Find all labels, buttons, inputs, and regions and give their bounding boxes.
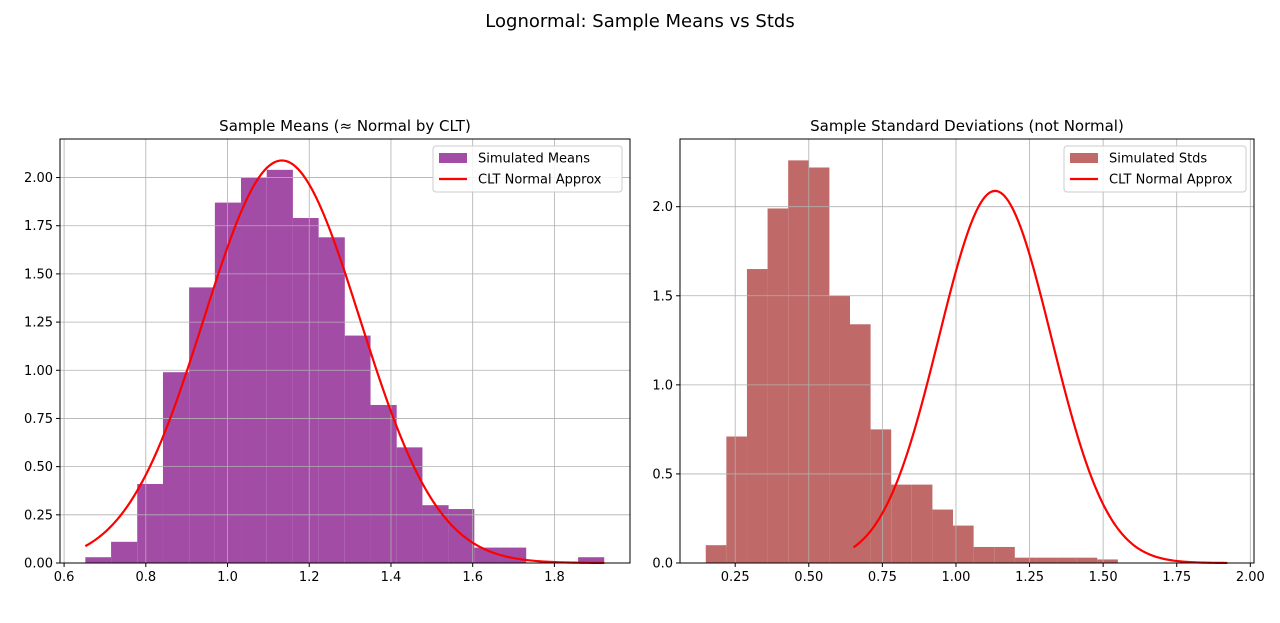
x-tick-label: 1.2: [299, 570, 320, 585]
legend: Simulated Means CLT Normal Approx: [432, 145, 623, 193]
histogram-bar: [474, 547, 501, 563]
histogram-bar: [746, 269, 768, 563]
y-tick-label: 1.00: [24, 364, 53, 379]
histogram-bar: [1035, 557, 1057, 563]
y-tick-label: 1.75: [24, 219, 53, 234]
histogram-bar: [578, 557, 605, 563]
y-tick-label: 0.75: [24, 412, 53, 427]
chart-left-sample-means: 0.6 0.8 1.0 1.2 1.4 1.6 1.8 0.00 0.25 0.50 0.75 1.0…: [24, 117, 631, 585]
y-tick-label: 1.25: [24, 316, 53, 331]
histogram-bar: [1014, 557, 1036, 563]
histogram-bar: [788, 160, 809, 563]
histogram-bar: [829, 295, 850, 563]
histogram-bar: [705, 545, 727, 563]
histogram-bar: [318, 237, 345, 564]
normal-approx-curve: [84, 159, 605, 565]
histogram-bars: [705, 160, 1118, 563]
axes-frame: [59, 138, 631, 564]
x-tick-label: 0.8: [135, 570, 156, 585]
y-tick-label: 2.0: [652, 200, 673, 215]
normal-approx-curve: [852, 189, 1228, 565]
x-tick-label: 1.8: [544, 570, 565, 585]
y-tick-label: 1.5: [652, 289, 673, 304]
histogram-bar: [911, 484, 933, 563]
y-tick-label: 0.5: [652, 467, 673, 482]
histogram-bar: [292, 218, 319, 563]
histogram-bar: [767, 208, 789, 563]
x-axis: 0.6 0.8 1.0 1.2 1.4 1.6 1.8: [54, 563, 565, 585]
legend-box: [432, 145, 623, 193]
histogram-bar: [932, 509, 954, 563]
chart-right-sample-stds: 0.25 0.50 0.75 1.00 1.25 1.50 1.75 2.00 0.0 0.5 1.…: [652, 117, 1264, 585]
legend-label: Simulated Stds: [1109, 152, 1207, 167]
x-tick-label: 0.25: [721, 570, 750, 585]
histogram-bar: [448, 509, 475, 563]
x-tick-label: 1.0: [217, 570, 238, 585]
legend-label: CLT Normal Approx: [478, 173, 602, 188]
chart-title: Sample Means (≈ Normal by CLT): [219, 117, 471, 135]
histogram-bar: [111, 541, 138, 563]
histogram-bar: [994, 546, 1015, 563]
histogram-bar: [344, 335, 371, 563]
x-axis: 0.25 0.50 0.75 1.00 1.25 1.50 1.75 2.00: [721, 563, 1265, 585]
y-axis: 0.00 0.25 0.50 0.75 1.00 1.25 1.50 1.75 2.00: [24, 171, 60, 572]
x-tick-label: 1.00: [941, 570, 970, 585]
histogram-bar: [1097, 559, 1118, 563]
histogram-bar: [370, 404, 397, 563]
histogram-bar: [973, 546, 995, 563]
x-tick-label: 0.50: [794, 570, 823, 585]
y-tick-label: 1.0: [652, 378, 673, 393]
legend: Simulated Stds CLT Normal Approx: [1063, 145, 1247, 193]
y-axis: 0.0 0.5 1.0 1.5 2.0: [652, 200, 680, 572]
histogram-bar: [1056, 557, 1077, 563]
histogram-bar: [849, 324, 871, 563]
histogram-bar: [422, 505, 449, 563]
legend-swatch-bars: [1070, 153, 1098, 163]
histogram-bar: [891, 484, 912, 563]
x-tick-label: 0.6: [54, 570, 75, 585]
histogram-bar: [953, 525, 974, 563]
x-tick-label: 1.25: [1015, 570, 1044, 585]
histogram-bar: [266, 169, 293, 563]
y-tick-label: 0.25: [24, 508, 53, 523]
y-tick-label: 1.50: [24, 267, 53, 282]
x-tick-label: 0.75: [868, 570, 897, 585]
histogram-bar: [85, 557, 112, 563]
x-tick-label: 1.75: [1162, 570, 1191, 585]
grid-lines: [680, 139, 1254, 564]
histogram-bar: [137, 483, 163, 563]
histogram-bar: [214, 202, 242, 563]
legend-box: [1063, 145, 1247, 193]
legend-label: CLT Normal Approx: [1109, 173, 1233, 188]
y-tick-label: 0.50: [24, 460, 53, 475]
figure-suptitle: Lognormal: Sample Means vs Stds: [485, 11, 794, 32]
y-tick-label: 0.0: [652, 557, 673, 572]
y-tick-label: 0.00: [24, 557, 53, 572]
histogram-bar: [726, 436, 747, 563]
histogram-bar: [870, 429, 892, 563]
axes-frame: [679, 138, 1255, 564]
histogram-bar: [808, 167, 830, 563]
x-tick-label: 1.6: [462, 570, 483, 585]
histogram-bar: [189, 287, 215, 563]
chart-title: Sample Standard Deviations (not Normal): [810, 117, 1124, 135]
histogram-bar: [396, 447, 423, 563]
x-tick-label: 2.00: [1236, 570, 1265, 585]
legend-swatch-bars: [439, 153, 467, 163]
histogram-bar: [1076, 557, 1098, 563]
x-tick-label: 1.50: [1089, 570, 1118, 585]
x-tick-label: 1.4: [381, 570, 402, 585]
y-tick-label: 2.00: [24, 171, 53, 186]
legend-label: Simulated Means: [478, 152, 590, 167]
